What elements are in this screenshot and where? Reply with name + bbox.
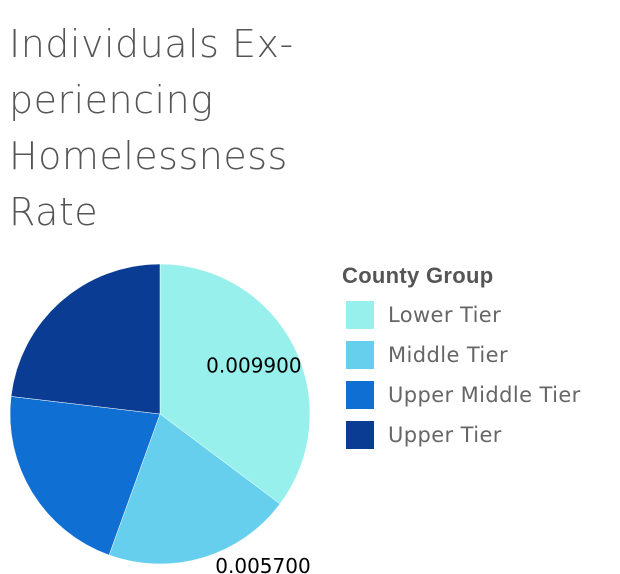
legend-label: Upper Tier	[388, 423, 502, 447]
legend-item[interactable]: Upper Middle Tier	[342, 375, 581, 415]
chart-title-line: Individuals Ex-	[9, 22, 294, 66]
legend-item[interactable]: Middle Tier	[342, 335, 581, 375]
legend-label: Middle Tier	[388, 343, 509, 367]
legend-title: County Group	[342, 263, 494, 288]
chart-title-line: Homelessness	[9, 134, 288, 178]
legend-items: Lower Tier Middle Tier Upper Middle Tier Up…	[342, 295, 581, 455]
legend-swatch	[346, 301, 374, 329]
pie-slice-lower-tier[interactable]	[159, 263, 311, 505]
legend-label: Upper Middle Tier	[388, 383, 581, 407]
chart-title-line: periencing	[9, 78, 214, 122]
pie-slices	[9, 263, 311, 565]
legend-swatch	[346, 381, 374, 409]
pie-slice-upper-tier[interactable]	[10, 263, 161, 415]
legend-item[interactable]: Upper Tier	[342, 415, 581, 455]
legend-label: Lower Tier	[388, 303, 502, 327]
chart-title-line: Rate	[9, 190, 99, 234]
pie-slice-upper-middle-tier[interactable]	[9, 396, 161, 556]
pie-data-label: 0.005700	[215, 554, 310, 574]
pie-slice-middle-tier[interactable]	[108, 413, 281, 565]
legend-swatch	[346, 341, 374, 369]
pie-data-label: 0.009900	[206, 354, 301, 378]
legend-swatch	[346, 421, 374, 449]
pie-data-label: 0.006500	[0, 273, 1, 297]
legend-item[interactable]: Lower Tier	[342, 295, 581, 335]
chart-title: Individuals Ex- periencing Homelessness …	[9, 16, 294, 240]
legend: County Group Lower Tier Middle Tier Upper …	[342, 263, 581, 455]
